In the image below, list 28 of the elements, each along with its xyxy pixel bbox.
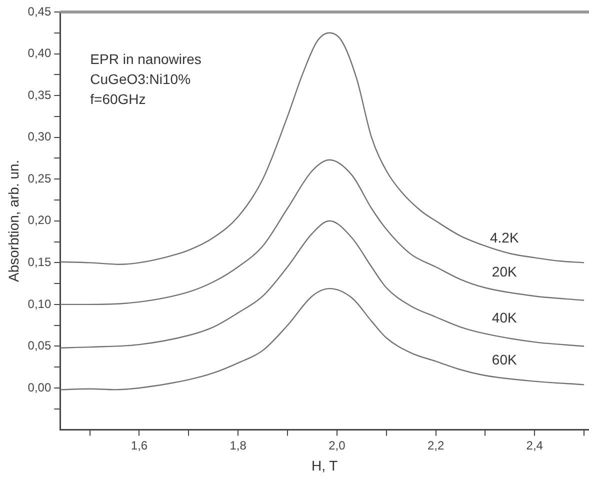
y-tick-label: 0,40 [28, 46, 52, 60]
annotation: CuGeO3:Ni10% [90, 70, 191, 87]
annotation: f=60GHz [90, 90, 146, 107]
line-series [60, 32, 585, 265]
x-tick-label: 1,8 [230, 438, 247, 452]
series-label: 20K [492, 264, 518, 280]
y-tick-label: 0,30 [28, 130, 52, 144]
series-label: 60K [492, 351, 518, 368]
y-tick-label: 0,45 [28, 4, 52, 18]
y-tick-label: 0,35 [28, 88, 52, 102]
x-tick-label: 1,6 [130, 438, 148, 452]
series-label: 4.2K [490, 229, 520, 246]
y-axis-title: Absorbtion, arb. un. [5, 160, 22, 282]
y-tick-label: 0,10 [28, 296, 52, 311]
x-tick-label: 2,2 [427, 438, 444, 452]
series-label: 40K [492, 310, 518, 326]
y-tick-label: 0,05 [28, 338, 52, 353]
line-series [60, 220, 585, 349]
line-series [60, 288, 585, 390]
annotation: EPR in nanowires [90, 50, 202, 67]
y-tick-label: 0,15 [28, 254, 52, 269]
x-tick-label: 2,0 [328, 438, 346, 452]
y-tick-label: 0,00 [28, 380, 52, 394]
x-tick-label: 2,4 [526, 438, 544, 452]
line-series [60, 159, 585, 306]
y-tick-label: 0,25 [28, 171, 52, 186]
y-tick-label: 0,20 [28, 213, 52, 228]
x-axis-title: H, T [311, 457, 338, 474]
